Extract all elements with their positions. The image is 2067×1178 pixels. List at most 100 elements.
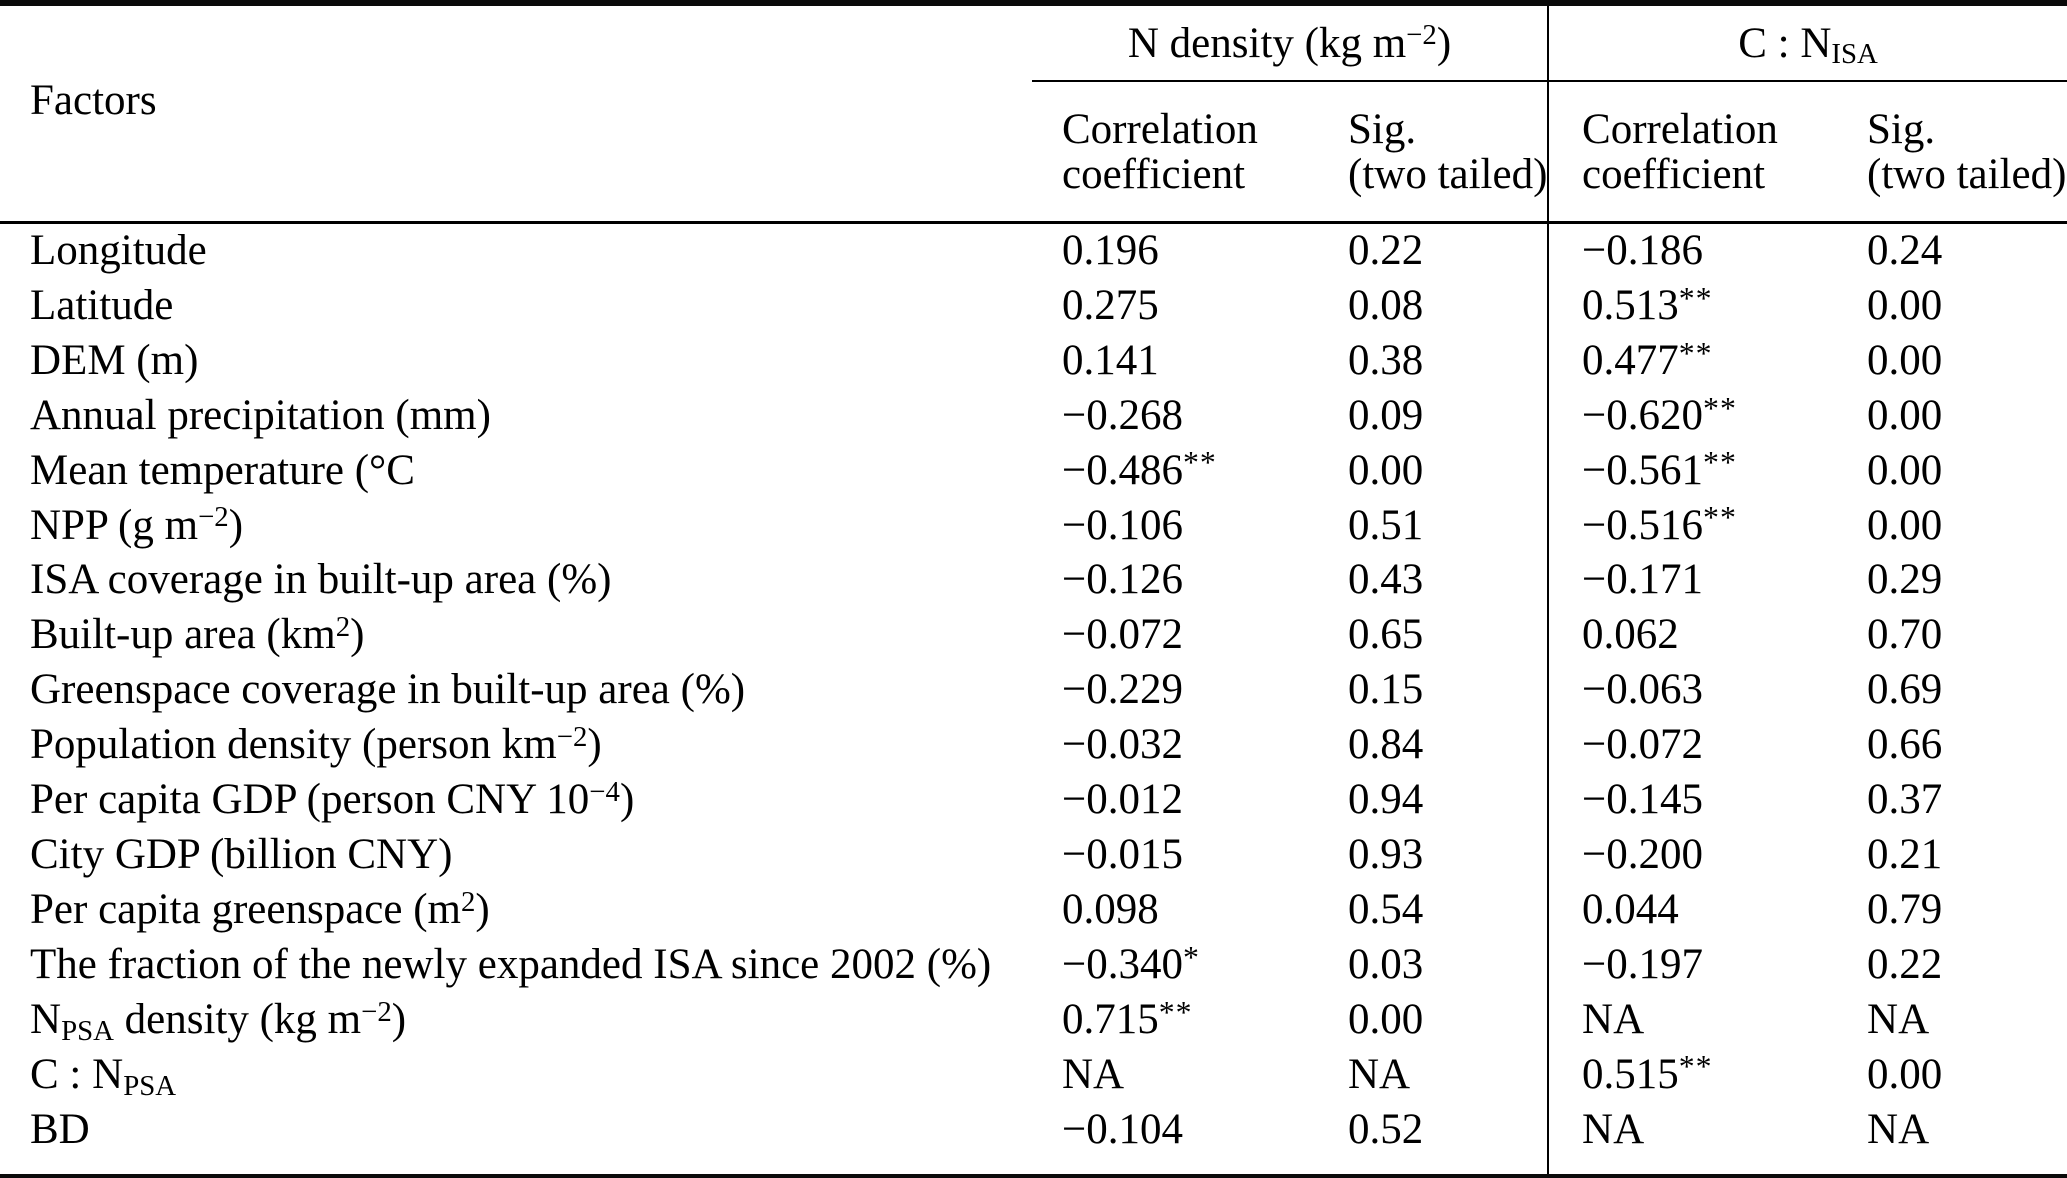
cn-isa-sig-cell: 0.00 [1867, 336, 1943, 384]
table-row: NPP (g m−2) −0.106 0.51 −0.516** 0.00 [0, 498, 2067, 554]
factor-cell: Latitude [30, 281, 174, 329]
ndensity-sig-cell: 0.54 [1348, 885, 1424, 933]
group-header-cn-isa: C : NISA [1547, 6, 2067, 82]
cn-isa-sig-cell: 0.00 [1867, 281, 1943, 329]
cn-isa-sig-cell: 0.22 [1867, 940, 1943, 988]
subheader-sig-two-tailed-1: Sig. (two tailed) [1318, 81, 1549, 224]
cn-isa-correlation-cell: −0.516** [1547, 498, 1838, 554]
group-header-row: Factors N density (kg m−2) C : NISA [0, 6, 2067, 224]
ndensity-correlation-cell: −0.340* [1062, 939, 1200, 988]
factor-cell: BD [30, 1105, 90, 1153]
ndensity-correlation-cell: −0.032 [1062, 721, 1184, 769]
cn-isa-correlation-cell: 0.044 [1547, 882, 1838, 938]
table-row: The fraction of the newly expanded ISA s… [0, 937, 2067, 993]
ndensity-correlation-cell: −0.126 [1062, 556, 1184, 604]
ndensity-sig-cell: 0.22 [1348, 227, 1424, 274]
factor-cell: NPP (g m−2) [30, 501, 244, 549]
ndensity-sig-cell: 0.15 [1348, 666, 1424, 714]
cn-isa-sig-cell: 0.00 [1867, 501, 1943, 549]
factor-cell: Population density (person km−2) [30, 721, 602, 769]
ndensity-sig-cell: 0.08 [1348, 281, 1424, 329]
cn-isa-correlation-cell: −0.186 [1547, 222, 1838, 279]
ndensity-correlation-cell: −0.072 [1062, 611, 1184, 659]
factor-cell: Greenspace coverage in built-up area (%) [30, 666, 746, 714]
factor-cell: NPSA density (kg m−2) [30, 995, 407, 1047]
group-header-n-density: N density (kg m−2) [1032, 6, 1549, 82]
table-row: C : NPSA NA NA 0.515** 0.00 [0, 1047, 2067, 1103]
ndensity-correlation-cell: 0.715** [1062, 994, 1193, 1043]
subheader-correlation-coefficient-1: Correlation coefficient [1032, 81, 1318, 224]
cn-isa-correlation-cell: −0.145 [1547, 773, 1838, 828]
cn-isa-correlation-cell: −0.063 [1547, 663, 1838, 719]
table-row: Longitude 0.196 0.22 −0.186 0.24 [0, 222, 2067, 279]
table-row: Mean temperature (°C −0.486** 0.00 −0.561**… [0, 443, 2067, 499]
cn-isa-correlation-cell: −0.197 [1547, 937, 1838, 993]
table-row: ISA coverage in built-up area (%) −0.126 0… [0, 553, 2067, 609]
cn-isa-sig-cell: 0.66 [1867, 721, 1943, 769]
ndensity-correlation-cell: 0.196 [1062, 227, 1159, 274]
ndensity-correlation-cell: 0.098 [1062, 885, 1159, 933]
table-row: NPSA density (kg m−2) 0.715** 0.00 NA NA [0, 992, 2067, 1048]
ndensity-sig-cell: 0.94 [1348, 776, 1424, 824]
table-row: City GDP (billion CNY) −0.015 0.93 −0.200 0.… [0, 827, 2067, 883]
ndensity-sig-cell: 0.93 [1348, 830, 1424, 878]
cn-isa-sig-cell: NA [1867, 995, 1930, 1043]
cn-isa-sig-cell: 0.00 [1867, 391, 1943, 439]
table-row: Annual precipitation (mm) −0.268 0.09 −0.62… [0, 388, 2067, 444]
ndensity-correlation-cell: 0.141 [1062, 336, 1159, 384]
cn-isa-correlation-cell: NA [1547, 992, 1838, 1048]
subheader-sig-two-tailed-2: Sig. (two tailed) [1837, 81, 2067, 224]
factor-cell: C : NPSA [30, 1050, 177, 1102]
cn-isa-correlation-cell: −0.171 [1547, 553, 1838, 609]
ndensity-correlation-cell: −0.106 [1062, 501, 1184, 549]
cn-isa-correlation-cell: 0.515** [1547, 1047, 1838, 1103]
table-row: Per capita GDP (person CNY 10−4) −0.012 0.… [0, 773, 2067, 828]
ndensity-correlation-cell: −0.104 [1062, 1105, 1184, 1153]
factor-cell: City GDP (billion CNY) [30, 830, 453, 878]
ndensity-sig-cell: NA [1348, 1050, 1411, 1098]
factors-column-header: Factors [0, 6, 1032, 224]
cn-isa-sig-cell: 0.70 [1867, 611, 1943, 659]
cn-isa-correlation-cell: 0.062 [1547, 608, 1838, 664]
cn-isa-sig-cell: 0.21 [1867, 830, 1943, 878]
ndensity-correlation-cell: −0.268 [1062, 391, 1184, 439]
factor-cell: Built-up area (km2) [30, 611, 365, 659]
factor-cell: Per capita GDP (person CNY 10−4) [30, 775, 635, 824]
factor-cell: DEM (m) [30, 336, 199, 384]
ndensity-correlation-cell: −0.012 [1062, 776, 1184, 824]
table-row: Built-up area (km2) −0.072 0.65 0.062 0.70 [0, 608, 2067, 664]
correlation-table: Factors N density (kg m−2) C : NISA Corr… [0, 6, 2067, 1175]
ndensity-sig-cell: 0.00 [1348, 995, 1424, 1043]
table-row: Per capita greenspace (m2) 0.098 0.54 0.044… [0, 882, 2067, 938]
ndensity-sig-cell: 0.38 [1348, 336, 1424, 384]
ndensity-correlation-cell: −0.015 [1062, 830, 1184, 878]
ndensity-sig-cell: 0.52 [1348, 1105, 1424, 1153]
ndensity-sig-cell: 0.84 [1348, 721, 1424, 769]
table-body: Longitude 0.196 0.22 −0.186 0.24 Latitude 0.27… [0, 222, 2067, 1175]
subheader-correlation-coefficient-2: Correlation coefficient [1547, 81, 1838, 224]
ndensity-correlation-cell: −0.486** [1062, 445, 1217, 494]
cn-isa-sig-cell: 0.29 [1867, 556, 1943, 604]
factor-cell: The fraction of the newly expanded ISA s… [30, 940, 992, 988]
ndensity-sig-cell: 0.65 [1348, 611, 1424, 659]
table-row: DEM (m) 0.141 0.38 0.477** 0.00 [0, 333, 2067, 389]
cn-isa-correlation-cell: −0.072 [1547, 718, 1838, 774]
ndensity-sig-cell: 0.00 [1348, 446, 1424, 494]
cn-isa-correlation-cell: −0.620** [1547, 388, 1838, 444]
table-row: Population density (person km−2) −0.032 0.… [0, 718, 2067, 774]
factor-cell: Longitude [30, 227, 207, 274]
ndensity-correlation-cell: NA [1062, 1050, 1125, 1098]
cn-isa-sig-cell: 0.79 [1867, 885, 1943, 933]
ndensity-sig-cell: 0.51 [1348, 501, 1424, 549]
cn-isa-sig-cell: 0.24 [1867, 227, 1943, 274]
factor-cell: Annual precipitation (mm) [30, 391, 491, 439]
cn-isa-correlation-cell: −0.561** [1547, 443, 1838, 499]
cn-isa-correlation-cell: −0.200 [1547, 827, 1838, 883]
factor-cell: Per capita greenspace (m2) [30, 885, 490, 933]
table-row: Greenspace coverage in built-up area (%)… [0, 663, 2067, 719]
cn-isa-sig-cell: 0.69 [1867, 666, 1943, 714]
ndensity-correlation-cell: 0.275 [1062, 281, 1159, 329]
ndensity-sig-cell: 0.09 [1348, 391, 1424, 439]
cn-isa-correlation-cell: 0.513** [1547, 278, 1838, 334]
